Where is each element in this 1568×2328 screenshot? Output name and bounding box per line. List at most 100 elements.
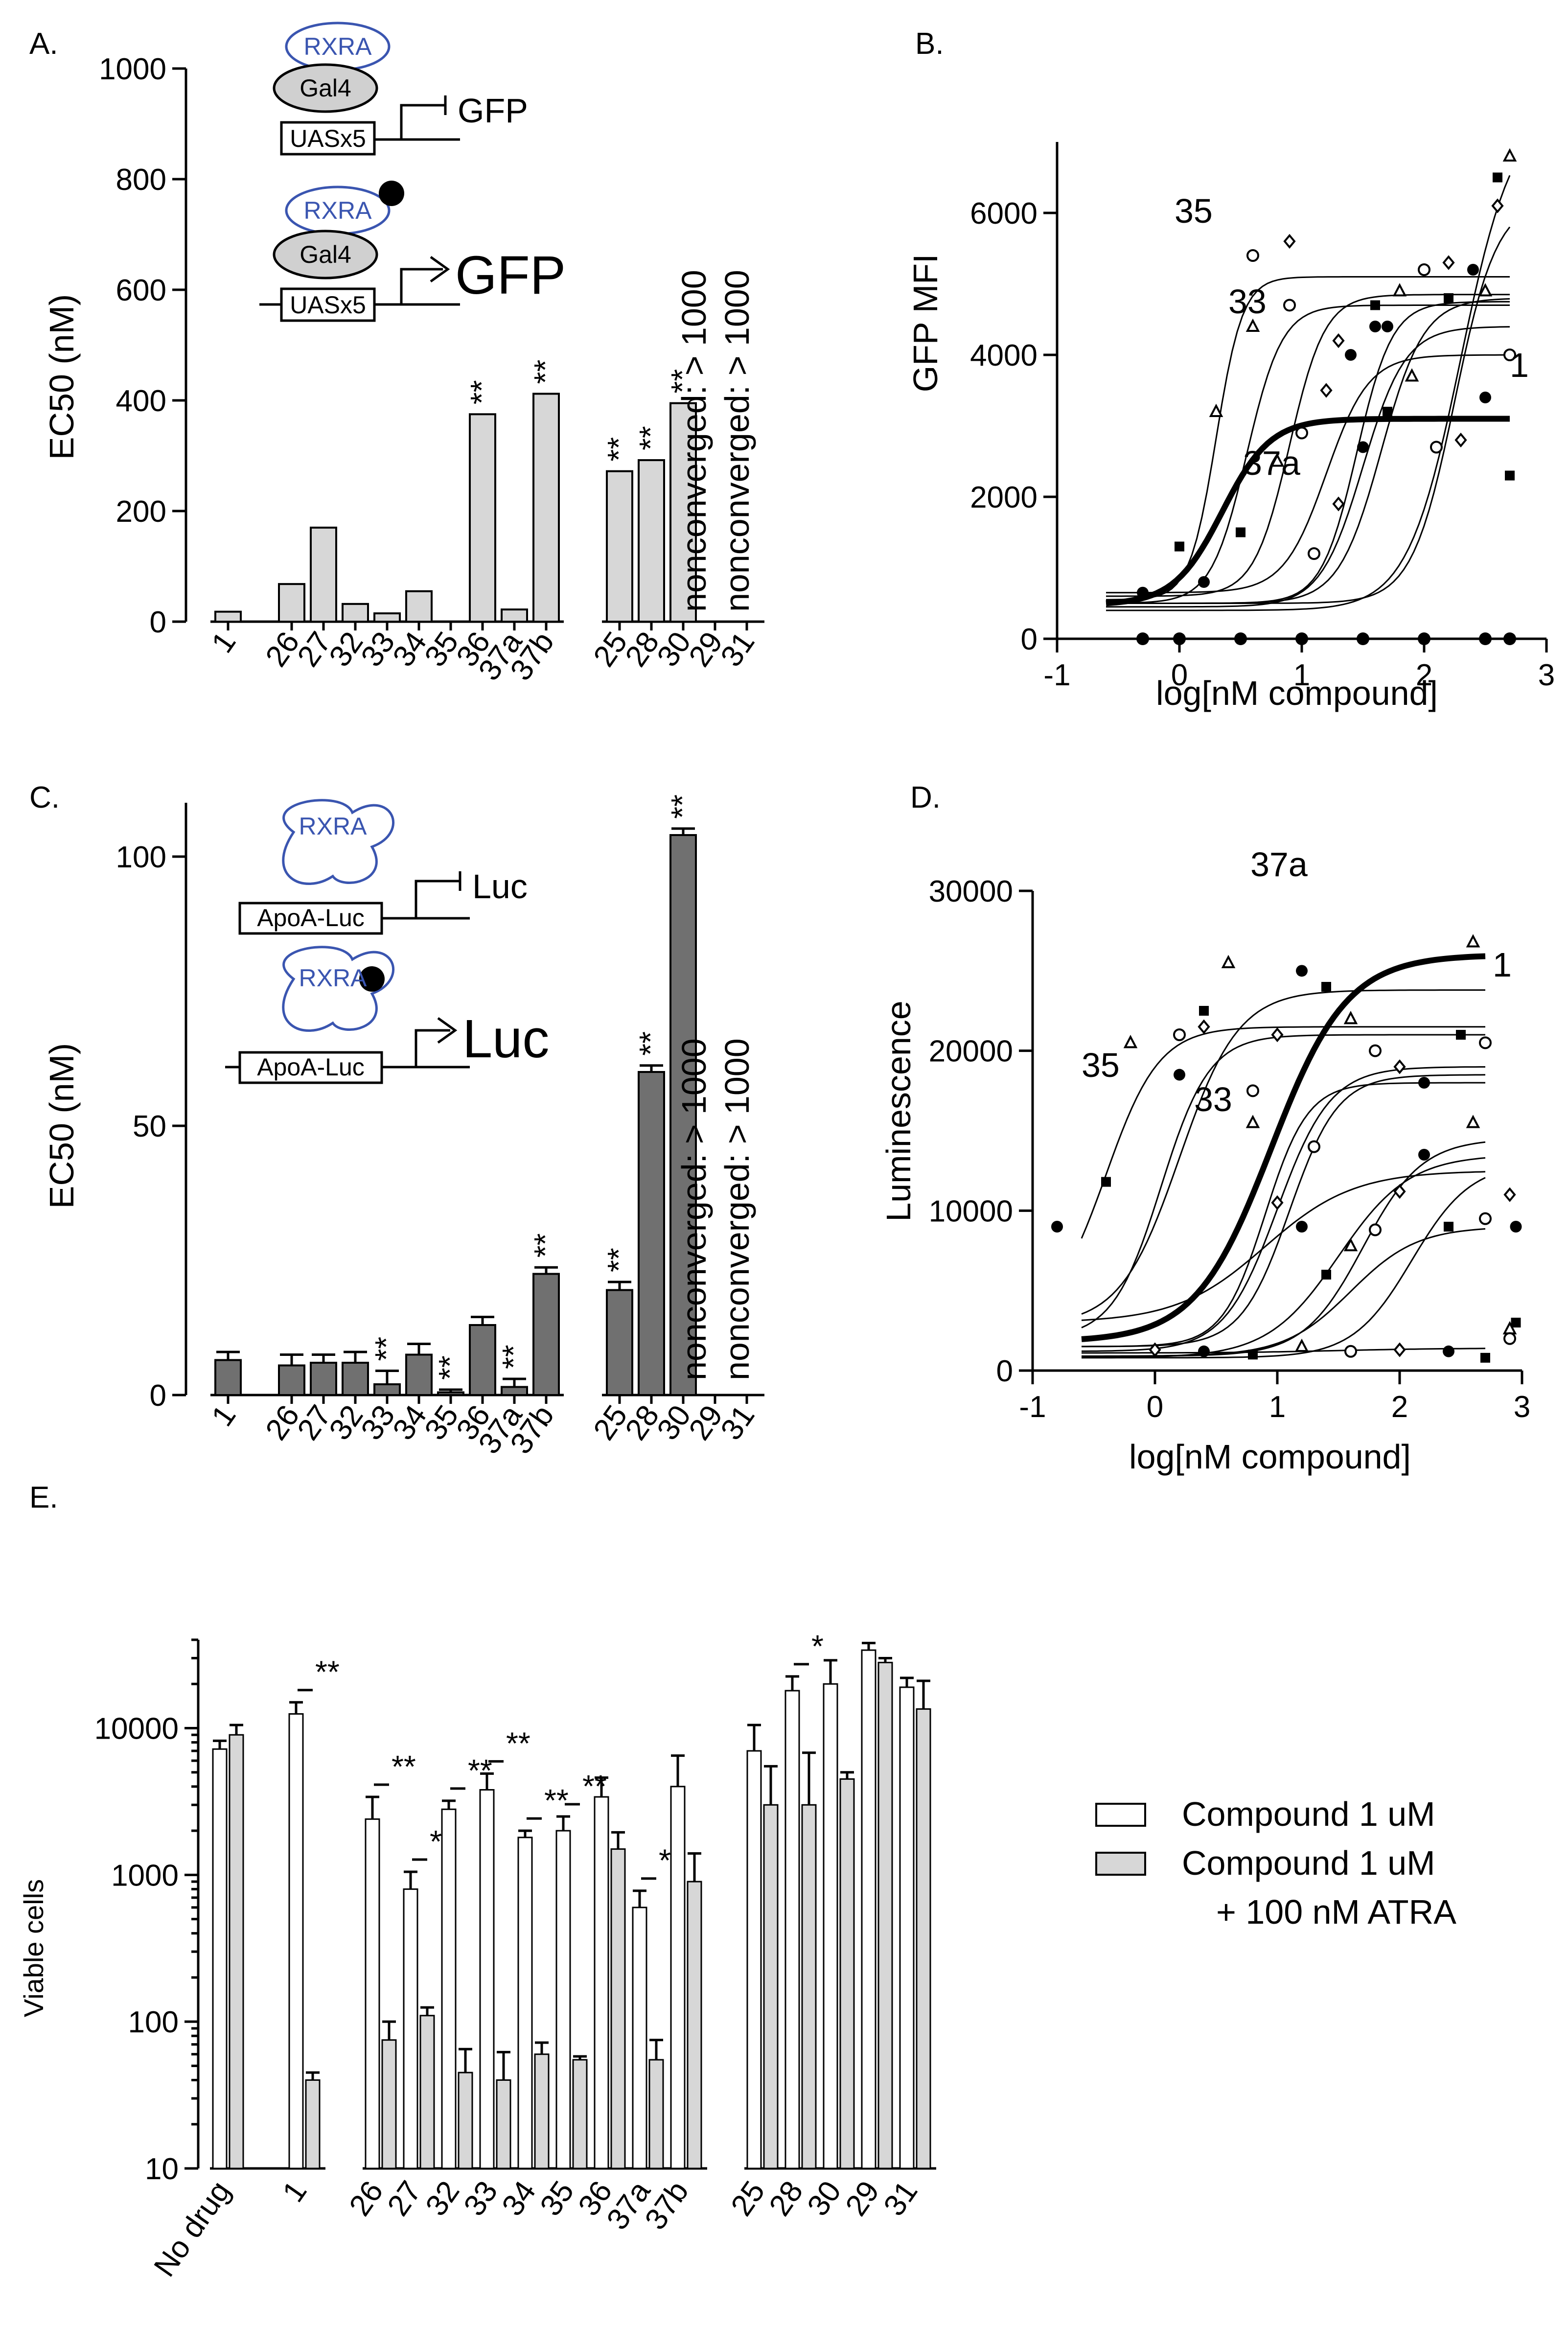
data-point-b bbox=[1283, 233, 1296, 249]
sig-e-32: ** bbox=[468, 1753, 492, 1788]
bar-a-30 bbox=[669, 402, 697, 623]
sig-a-28: ** bbox=[633, 426, 668, 450]
bar-c-32 bbox=[342, 1362, 369, 1396]
gal4-label-2: Gal4 bbox=[300, 241, 351, 268]
x-ticklabel-a-31: 31 bbox=[714, 626, 761, 673]
sig-e-27: * bbox=[430, 1824, 442, 1859]
y-axis-title-b: GFP MFI bbox=[906, 254, 945, 393]
ligand-dot-c bbox=[359, 966, 385, 992]
bar-e-No drug-s1 bbox=[229, 1734, 244, 2169]
y-ticklabel-a-0: 0 bbox=[150, 605, 166, 639]
schematic-c: RXRA ApoA-Luc Luc RXRA ApoA-Luc Luc bbox=[225, 799, 549, 1084]
panel-label-a: A. bbox=[29, 27, 58, 61]
curve-label-d-1: 1 bbox=[1493, 946, 1512, 984]
legend-label-3: + 100 nM ATRA bbox=[1216, 1893, 1456, 1931]
curves-d bbox=[1081, 953, 1486, 1359]
bar-e-34-s1 bbox=[534, 2053, 550, 2169]
bar-e-25-s1 bbox=[763, 1804, 779, 2169]
data-point-b bbox=[1357, 441, 1369, 453]
data-point-b bbox=[1198, 576, 1210, 588]
data-point-b bbox=[1370, 300, 1380, 310]
x-ticklabel-e-37b: 37b bbox=[639, 2175, 695, 2235]
sig-a-25: ** bbox=[601, 437, 636, 462]
data-point-b bbox=[1418, 263, 1430, 276]
nonconverged-note-a2: nonconverged: > 1000 bbox=[718, 270, 756, 612]
bar-e-28-s1 bbox=[801, 1804, 817, 2169]
data-point-b bbox=[1345, 349, 1357, 361]
x-ticklabel-b-0: 0 bbox=[1171, 658, 1188, 692]
data-point-b bbox=[1442, 255, 1455, 270]
dose-curve-b-1 bbox=[1106, 416, 1510, 606]
x-ticklabel-b--1: -1 bbox=[1043, 658, 1070, 692]
x-axis-title-b: log[nM compound] bbox=[1156, 674, 1438, 712]
curve-label-b-33: 33 bbox=[1228, 282, 1267, 321]
bar-a-37a bbox=[501, 608, 528, 623]
data-point-d bbox=[1198, 1345, 1210, 1357]
dose-curve-d-35 bbox=[1081, 1026, 1485, 1239]
legend-swatch-grey bbox=[1095, 1852, 1146, 1876]
data-point-b bbox=[1245, 318, 1260, 332]
dose-curve-d-1 bbox=[1081, 953, 1486, 1342]
x-ticklabel-e-28: 28 bbox=[762, 2175, 809, 2222]
uas-label-1: UASx5 bbox=[290, 125, 366, 152]
x-axis-title-d: log[nM compound] bbox=[1129, 1438, 1411, 1476]
bar-e-32-s1 bbox=[458, 2072, 473, 2169]
bar-e-37b-s0 bbox=[670, 1786, 686, 2169]
data-point-d bbox=[1444, 1222, 1453, 1232]
data-point-d bbox=[1248, 1350, 1258, 1360]
data-point-b bbox=[1246, 249, 1259, 262]
data-point-b bbox=[1503, 349, 1516, 361]
dose-curve-d-10 bbox=[1082, 1228, 1486, 1357]
y-ticklabel-d-30000: 30000 bbox=[929, 875, 1013, 908]
x-ticklabel-e-No drug: No drug bbox=[147, 2175, 237, 2282]
data-point-d bbox=[1511, 1318, 1521, 1327]
data-point-b bbox=[1137, 586, 1149, 599]
bar-c-30 bbox=[669, 834, 697, 1396]
ligand-dot-1 bbox=[379, 181, 404, 206]
bar-a-36 bbox=[469, 413, 496, 623]
curve-label-b-37a: 37a bbox=[1243, 444, 1300, 482]
active-promoter-1 bbox=[374, 268, 460, 306]
data-point-d bbox=[1271, 1027, 1284, 1043]
y-ticklabel-b-4000: 4000 bbox=[970, 339, 1038, 372]
x-ticklabel-d-1: 1 bbox=[1269, 1390, 1286, 1424]
bar-e-37b-s1 bbox=[687, 1881, 702, 2169]
data-point-b bbox=[1454, 432, 1467, 448]
dose-curve-d-7 bbox=[1081, 1157, 1486, 1359]
dose-curve-b-37a bbox=[1106, 294, 1510, 597]
bar-e-26-s0 bbox=[365, 1818, 380, 2169]
data-point-b bbox=[1175, 541, 1184, 552]
bar-e-28-s0 bbox=[784, 1690, 800, 2169]
y-axis-title-e: Viable cells bbox=[18, 1879, 49, 2017]
data-point-d bbox=[1221, 954, 1236, 968]
points-b bbox=[1136, 148, 1517, 645]
sig-a-37b: ** bbox=[528, 360, 563, 384]
data-point-d bbox=[1393, 1342, 1406, 1357]
dose-curve-b-7 bbox=[1106, 298, 1510, 604]
bar-e-34-s0 bbox=[517, 1837, 533, 2169]
y-ticklabel-b-2000: 2000 bbox=[970, 481, 1038, 514]
data-point-d bbox=[1443, 1345, 1454, 1357]
legend-label-1: Compound 1 uM bbox=[1182, 1795, 1435, 1833]
sig-c-28: ** bbox=[633, 1031, 668, 1056]
baseline-point-b bbox=[1479, 632, 1492, 645]
bar-c-35 bbox=[437, 1391, 464, 1396]
bar-e-36-s1 bbox=[610, 1848, 626, 2169]
bar-c-37b bbox=[532, 1273, 560, 1396]
dose-curve-d-11 bbox=[1082, 1348, 1486, 1354]
x-ticklabel-b-3: 3 bbox=[1538, 658, 1555, 692]
y-ticklabel-e-10: 10 bbox=[145, 2152, 179, 2186]
bar-c-34 bbox=[405, 1353, 433, 1396]
y-ticklabel-a-400: 400 bbox=[116, 384, 166, 418]
curve-label-d-37a: 37a bbox=[1250, 845, 1308, 884]
bar-a-34 bbox=[405, 590, 433, 623]
data-point-b bbox=[1332, 496, 1345, 512]
bar-a-33 bbox=[373, 612, 401, 623]
bar-c-36 bbox=[469, 1324, 496, 1396]
